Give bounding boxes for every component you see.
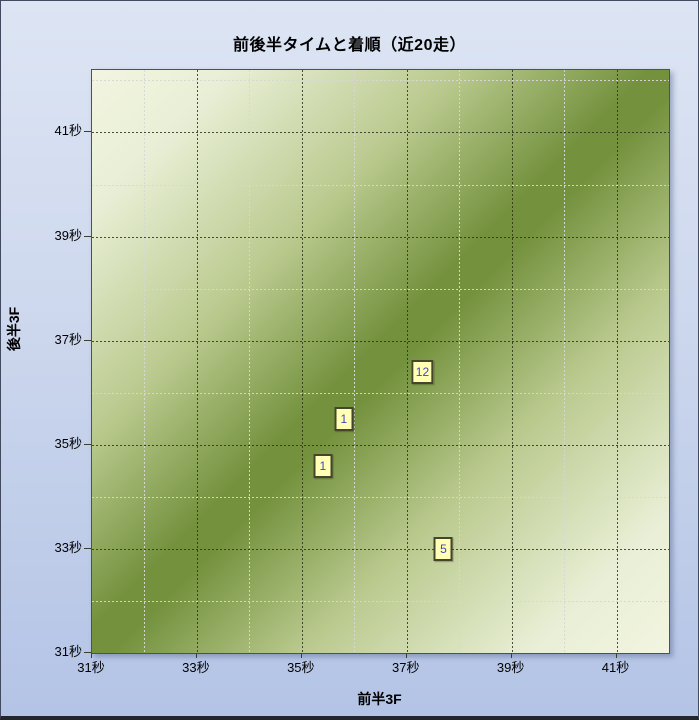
grid-minor-vertical <box>564 70 566 653</box>
grid-major-horizontal <box>92 444 669 446</box>
x-axis-tick <box>91 653 92 658</box>
grid-major-horizontal <box>92 132 669 134</box>
grid-major-horizontal <box>92 548 669 550</box>
x-axis-tick <box>510 653 512 658</box>
y-tick-label: 35秒 <box>54 435 82 451</box>
x-axis-title: 前半3F <box>357 691 402 707</box>
grid-minor-horizontal <box>92 600 669 602</box>
x-tick-label: 35秒 <box>287 660 315 675</box>
y-axis-tick <box>84 339 91 341</box>
grid-major-vertical <box>196 70 198 653</box>
grid-minor-vertical <box>249 70 251 653</box>
x-axis-tick <box>615 653 617 658</box>
x-tick-label: 37秒 <box>391 660 420 675</box>
grid-major-vertical <box>406 70 408 653</box>
x-tick-label: 33秒 <box>182 660 210 675</box>
data-point-marker[interactable]: 1 <box>334 406 354 431</box>
x-tick-label: 31秒 <box>77 660 105 675</box>
grid-minor-horizontal <box>92 288 669 290</box>
plot-area: 12 1 1 5 <box>91 69 670 654</box>
grid-major-vertical <box>616 70 618 653</box>
chart-title: 前後半タイムと着順（近20走） <box>233 37 466 54</box>
grid-minor-horizontal <box>92 80 669 82</box>
data-point-marker[interactable]: 12 <box>411 359 434 384</box>
y-tick-label: 39秒 <box>54 227 82 243</box>
y-axis-tick <box>84 652 91 653</box>
x-axis-tick <box>405 653 407 658</box>
y-axis-tick <box>84 131 91 133</box>
grid-major-horizontal <box>92 340 669 342</box>
grid-minor-horizontal <box>92 392 669 394</box>
grid-minor-horizontal <box>92 184 669 186</box>
y-axis-tick <box>84 443 91 445</box>
data-point-marker[interactable]: 5 <box>433 536 453 561</box>
x-tick-label: 39秒 <box>496 660 525 675</box>
y-tick-label: 33秒 <box>54 539 82 555</box>
x-tick-label: 41秒 <box>601 660 630 675</box>
grid-minor-horizontal <box>92 496 669 498</box>
grid-minor-vertical <box>354 70 356 653</box>
y-axis-title: 後半3F <box>6 306 22 352</box>
grid-minor-vertical <box>144 70 146 653</box>
x-axis-tick <box>300 653 302 658</box>
data-point-marker[interactable]: 1 <box>313 453 333 478</box>
y-axis-tick <box>84 235 91 237</box>
grid-major-vertical <box>301 70 303 653</box>
x-axis-tick <box>195 653 197 658</box>
y-axis-tick <box>84 547 91 549</box>
y-tick-label: 37秒 <box>54 331 82 347</box>
grid-minor-vertical <box>459 70 461 653</box>
grid-major-vertical <box>511 70 513 653</box>
y-tick-label: 41秒 <box>54 123 82 139</box>
grid-major-horizontal <box>92 236 669 238</box>
y-tick-label: 31秒 <box>54 644 82 659</box>
